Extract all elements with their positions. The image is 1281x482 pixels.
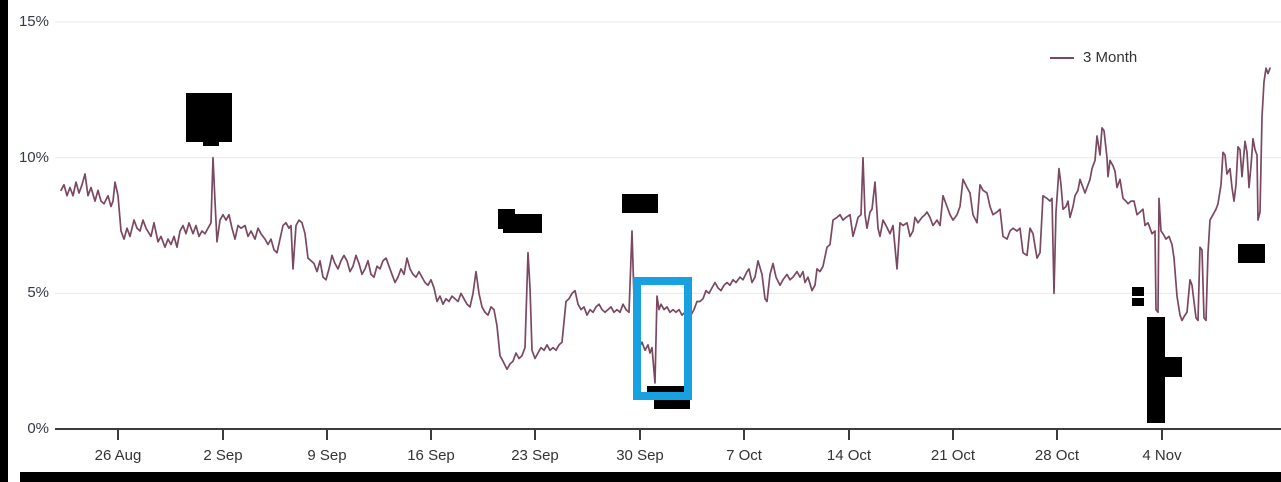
screen-edge-bar (0, 0, 8, 482)
x-axis-label: 14 Oct (826, 447, 872, 464)
redaction-box (186, 93, 232, 142)
redaction-box (654, 398, 690, 409)
y-axis-label: 15% (18, 13, 49, 31)
redaction-box (203, 142, 219, 146)
screen-edge-bar (20, 472, 1281, 482)
redaction-box (1132, 298, 1144, 306)
redaction-box (1238, 244, 1265, 263)
x-axis-label: 2 Sep (203, 447, 243, 464)
highlight-box (633, 277, 692, 400)
x-axis-label: 7 Oct (726, 447, 762, 464)
redaction-box (622, 194, 658, 213)
x-axis-label: 30 Sep (616, 447, 664, 464)
y-axis-label: 5% (27, 284, 49, 302)
y-axis-label: 0% (27, 420, 49, 437)
x-axis-label: 4 Nov (1142, 447, 1182, 464)
x-axis-label: 16 Sep (407, 447, 455, 464)
legend: 3 Month (1050, 49, 1137, 66)
redaction-box (1165, 357, 1182, 377)
legend-label: 3 Month (1083, 49, 1138, 66)
x-axis-label: 9 Sep (307, 447, 347, 464)
legend-line-swatch (1050, 56, 1074, 59)
redaction-box (1132, 287, 1144, 296)
x-axis-label: 23 Sep (511, 447, 559, 464)
redaction-box (503, 214, 542, 233)
x-axis-label: 28 Oct (1034, 447, 1080, 464)
x-axis-label: 21 Oct (930, 447, 976, 464)
redaction-box (1147, 317, 1165, 423)
y-axis-label: 10% (18, 148, 49, 166)
x-axis-label: 26 Aug (94, 447, 142, 464)
